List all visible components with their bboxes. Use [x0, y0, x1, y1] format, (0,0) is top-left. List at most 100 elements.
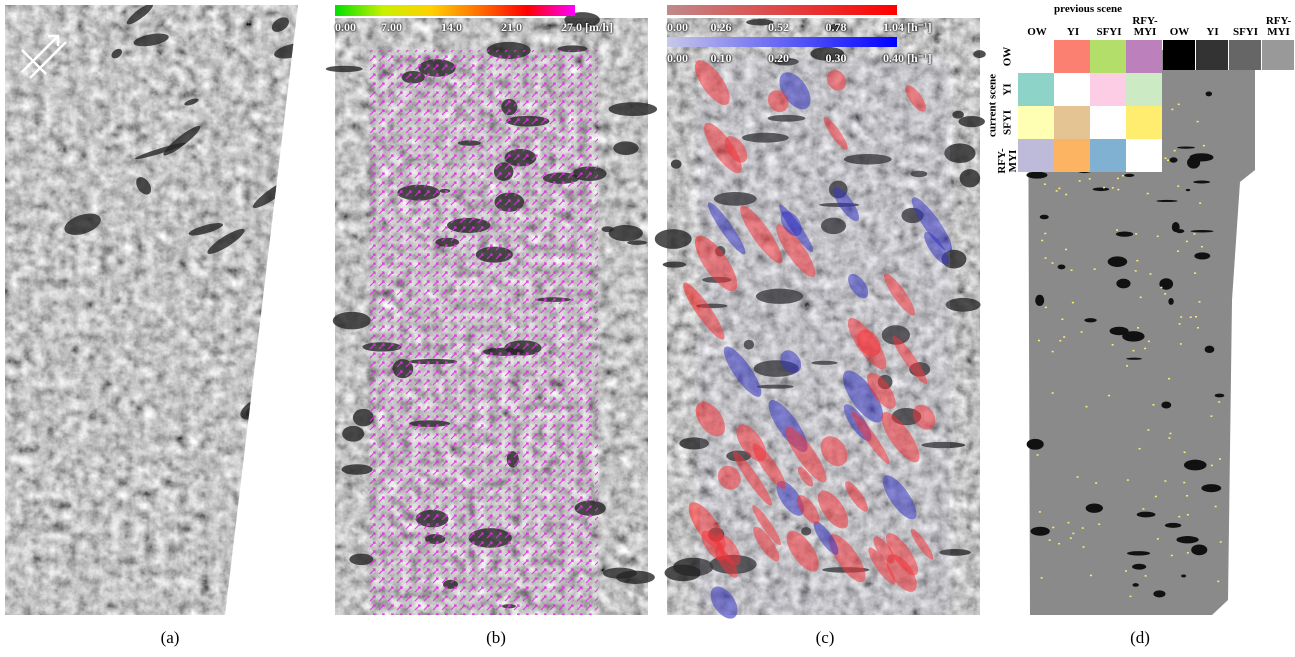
colorbar-tick: 0.26 [711, 20, 732, 35]
sar-texture [5, 5, 300, 615]
colorbar-tick: 27.0 [m/h] [561, 20, 613, 35]
row-title: current scene [988, 66, 999, 146]
open-water [342, 426, 364, 442]
matrix-cell [1090, 106, 1126, 139]
transition-pixel [1184, 452, 1186, 454]
open-water [616, 571, 655, 584]
transition-pixel [1203, 145, 1205, 147]
transition-pixel [1045, 257, 1047, 259]
transition-pixel [1220, 541, 1222, 543]
open-water [1190, 153, 1214, 161]
transition-pixel [1187, 514, 1189, 516]
colorbar-tick: 0.00 [667, 20, 688, 35]
transition-pixel [1039, 511, 1041, 513]
transition-pixel [1144, 348, 1146, 350]
transition-pixel [1147, 429, 1149, 431]
open-water [1177, 146, 1195, 148]
colorbar-tick: 0.00 [667, 51, 688, 66]
transition-pixel [1038, 340, 1040, 342]
transition-pixel [1180, 316, 1182, 318]
shear-colorbar [667, 37, 897, 47]
matrix-cell [1126, 106, 1162, 139]
transition-pixel [1164, 157, 1166, 159]
transition-pixel [1065, 194, 1067, 196]
open-water [1181, 575, 1186, 578]
transition-pixel [1197, 121, 1199, 123]
transition-pixel [1157, 236, 1159, 238]
matrix-cell [1054, 73, 1090, 106]
drift-vectors [368, 50, 598, 615]
class-swatch [1229, 40, 1261, 70]
open-water [1176, 536, 1198, 543]
transition-pixel [1190, 316, 1192, 318]
open-water [1191, 230, 1214, 232]
transition-pixel [1117, 178, 1119, 180]
row-label: OW [1003, 42, 1014, 72]
colorbar-tick: 7.00 [381, 20, 402, 35]
open-water [1206, 91, 1212, 96]
transition-pixel [1174, 150, 1176, 152]
transition-pixel [1085, 406, 1087, 408]
open-water [1156, 200, 1177, 202]
transition-pixel [1211, 465, 1213, 467]
matrix-cell [1054, 139, 1090, 172]
transition-pixel [1132, 350, 1134, 352]
colorbar-tick: 0.78 [826, 20, 847, 35]
open-water [655, 229, 692, 249]
transition-pixel [1198, 301, 1200, 303]
matrix-cell [1054, 106, 1090, 139]
transition-pixel [1094, 268, 1096, 270]
transition-pixel [1152, 404, 1154, 406]
matrix-cell [1018, 139, 1054, 172]
transition-pixel [1160, 287, 1162, 289]
transition-pixel [1169, 433, 1171, 435]
transition-pixel [1037, 454, 1039, 456]
transition-pixel [1219, 458, 1221, 460]
transition-pixel [1056, 190, 1058, 192]
transition-pixel [1041, 240, 1043, 242]
colorbar-tick: 0.30 [826, 51, 847, 66]
row-label: YI [1003, 75, 1014, 105]
transition-pixel [1215, 506, 1217, 508]
open-water [1108, 256, 1128, 267]
class-label: RFY-MYI [1262, 16, 1295, 38]
transition-pixel [1199, 202, 1201, 204]
open-water [1040, 215, 1049, 220]
transition-pixel [1065, 249, 1067, 251]
open-water [1122, 331, 1144, 342]
open-water [1086, 503, 1103, 512]
open-water [952, 111, 964, 119]
transition-pixel [1063, 336, 1065, 338]
transition-pixel [1116, 229, 1118, 231]
transition-pixel [1137, 327, 1139, 329]
open-water [1126, 358, 1142, 360]
colorbar-tick: 0.20 [768, 51, 789, 66]
transition-pixel [1150, 273, 1152, 275]
transition-pixel [1178, 104, 1180, 106]
open-water [333, 312, 371, 330]
open-water [1186, 189, 1190, 191]
matrix-cell [1090, 40, 1126, 73]
divergence-colorbar [667, 5, 897, 15]
transition-pixel [1210, 415, 1212, 417]
matrix-cell [1090, 73, 1126, 106]
column-label: SFYI [1090, 16, 1128, 38]
open-water [1116, 279, 1130, 289]
open-water [1084, 318, 1096, 322]
transition-pixel [1135, 270, 1137, 272]
transition-pixel [1127, 479, 1129, 481]
transition-pixel [1072, 302, 1074, 304]
open-water [613, 141, 638, 155]
transition-pixel [1052, 351, 1054, 353]
open-water [663, 261, 686, 267]
transition-pixel [1058, 188, 1060, 190]
open-water [245, 490, 263, 501]
colorbar-tick: 0.10 [711, 51, 732, 66]
open-water [272, 519, 306, 543]
colorbar-tick: 21.0 [501, 20, 522, 35]
deformation-overlay [700, 60, 950, 615]
open-water [1168, 298, 1173, 305]
open-water [1193, 181, 1210, 184]
transition-pixel [1072, 533, 1074, 535]
matrix-cell [1126, 139, 1162, 172]
